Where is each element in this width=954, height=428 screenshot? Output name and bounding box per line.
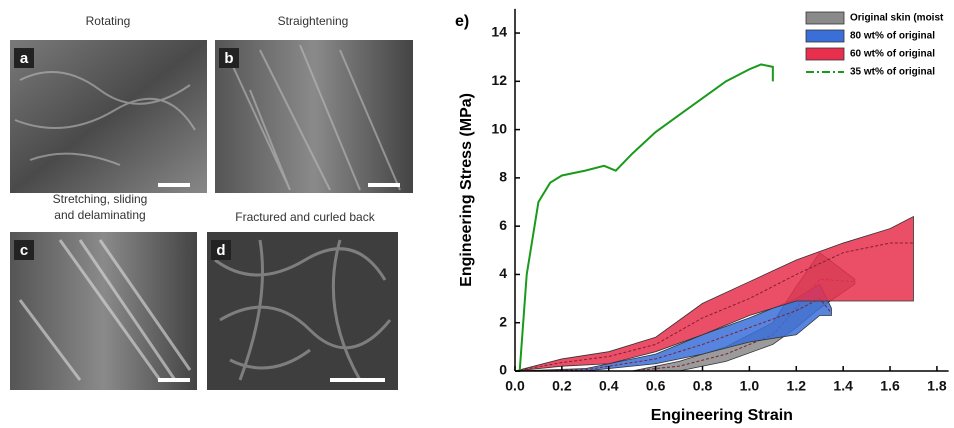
panel-letter: a bbox=[20, 50, 29, 67]
x-tick-label: 0.8 bbox=[693, 378, 713, 394]
x-tick-label: 1.8 bbox=[927, 378, 947, 394]
y-tick-label: 2 bbox=[499, 313, 507, 329]
legend-label: Original skin (moist bbox=[850, 13, 944, 24]
panel-letter: b bbox=[224, 50, 233, 67]
y-tick-label: 12 bbox=[491, 72, 507, 88]
x-tick-label: 1.6 bbox=[880, 378, 900, 394]
sem-image-c bbox=[10, 232, 197, 390]
y-tick-label: 0 bbox=[499, 362, 507, 378]
sem-image-a bbox=[10, 40, 207, 193]
panel-caption: Rotating bbox=[86, 14, 131, 28]
y-tick-label: 6 bbox=[499, 217, 507, 233]
y-tick-label: 14 bbox=[491, 24, 507, 40]
legend-label: 60 wt% of original bbox=[850, 49, 935, 60]
panel-letter: c bbox=[20, 242, 28, 259]
x-tick-label: 1.2 bbox=[787, 378, 807, 394]
x-tick-label: 0.0 bbox=[505, 378, 525, 394]
y-tick-label: 4 bbox=[499, 265, 507, 281]
x-tick-label: 1.4 bbox=[833, 378, 853, 394]
x-tick-label: 1.0 bbox=[740, 378, 760, 394]
y-axis-title: Engineering Stress (MPa) bbox=[458, 93, 475, 287]
panel-letter: d bbox=[216, 242, 225, 259]
x-axis-title: Engineering Strain bbox=[651, 407, 793, 424]
panel-label: e) bbox=[455, 13, 469, 30]
legend-swatch bbox=[806, 30, 844, 42]
x-tick-label: 0.6 bbox=[646, 378, 666, 394]
panel-caption: and delaminating bbox=[54, 208, 145, 222]
legend-label: 35 wt% of original bbox=[850, 67, 935, 78]
x-tick-label: 0.2 bbox=[552, 378, 572, 394]
panel-caption: Straightening bbox=[278, 14, 349, 28]
y-tick-label: 10 bbox=[491, 120, 507, 136]
panel-caption: Fractured and curled back bbox=[235, 210, 375, 224]
x-tick-label: 0.4 bbox=[599, 378, 619, 394]
panel-caption: Stretching, sliding bbox=[53, 192, 148, 206]
sem-image-d bbox=[207, 232, 398, 390]
legend-swatch bbox=[806, 48, 844, 60]
legend-swatch bbox=[806, 12, 844, 24]
legend-label: 80 wt% of original bbox=[850, 31, 935, 42]
y-tick-label: 8 bbox=[499, 169, 507, 185]
sem-image-b bbox=[215, 40, 413, 193]
figure: Rotating a Straightening b Stretching, slidi… bbox=[0, 0, 954, 428]
